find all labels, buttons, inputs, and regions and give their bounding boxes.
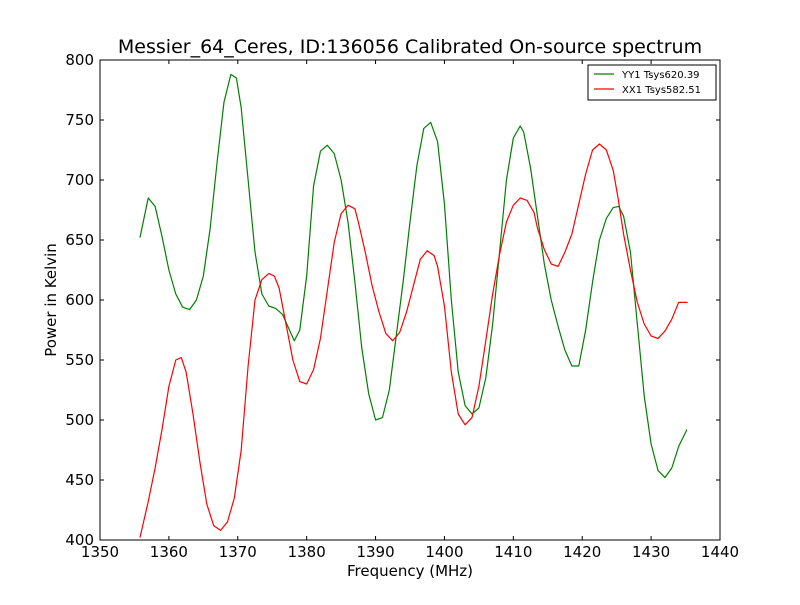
y-tick-label: 750 [65, 111, 94, 129]
legend-label-yy1: YY1 Tsys620.39 [621, 70, 700, 81]
y-tick-label: 450 [65, 471, 94, 489]
y-tick-label: 700 [65, 171, 94, 189]
series-layer [139, 73, 688, 538]
y-tick-label: 500 [65, 411, 94, 429]
y-tick-label: 650 [65, 231, 94, 249]
x-tick-label: 1390 [356, 543, 394, 561]
y-tick-label: 550 [65, 351, 94, 369]
y-tick-label: 600 [65, 291, 94, 309]
x-tick-label: 1370 [219, 543, 257, 561]
legend-entries: YY1 Tsys620.39 XX1 Tsys582.51 [594, 70, 701, 96]
x-tick-label: 1420 [563, 543, 601, 561]
series-line-xx1 [139, 143, 688, 538]
x-tick-label: 1380 [288, 543, 326, 561]
legend: YY1 Tsys620.39 XX1 Tsys582.51 [587, 64, 717, 101]
x-axis-ticks: 1350 1360 1370 1380 1390 1400 1410 1420 1430 1440 [81, 60, 739, 561]
x-tick-label: 1430 [632, 543, 670, 561]
series-line-yy1 [139, 73, 688, 479]
x-tick-label: 1440 [701, 543, 739, 561]
legend-frame [587, 64, 717, 101]
y-axis-label: Power in Kelvin [42, 243, 60, 357]
y-tick-label: 800 [65, 51, 94, 69]
x-axis-label: Frequency (MHz) [347, 562, 473, 580]
plot-area: 1350 1360 1370 1380 1390 1400 1410 1420 1430 1440… [65, 51, 739, 561]
x-tick-label: 1350 [81, 543, 119, 561]
legend-label-xx1: XX1 Tsys582.51 [622, 85, 701, 96]
y-axis-ticks: 400 450 500 550 600 650 700 750 800 [65, 51, 720, 549]
x-tick-label: 1410 [494, 543, 532, 561]
chart-title: Messier_64_Ceres, ID:136056 Calibrated O… [118, 36, 702, 58]
x-tick-label: 1360 [150, 543, 188, 561]
y-tick-label: 400 [65, 531, 94, 549]
x-tick-label: 1400 [425, 543, 463, 561]
